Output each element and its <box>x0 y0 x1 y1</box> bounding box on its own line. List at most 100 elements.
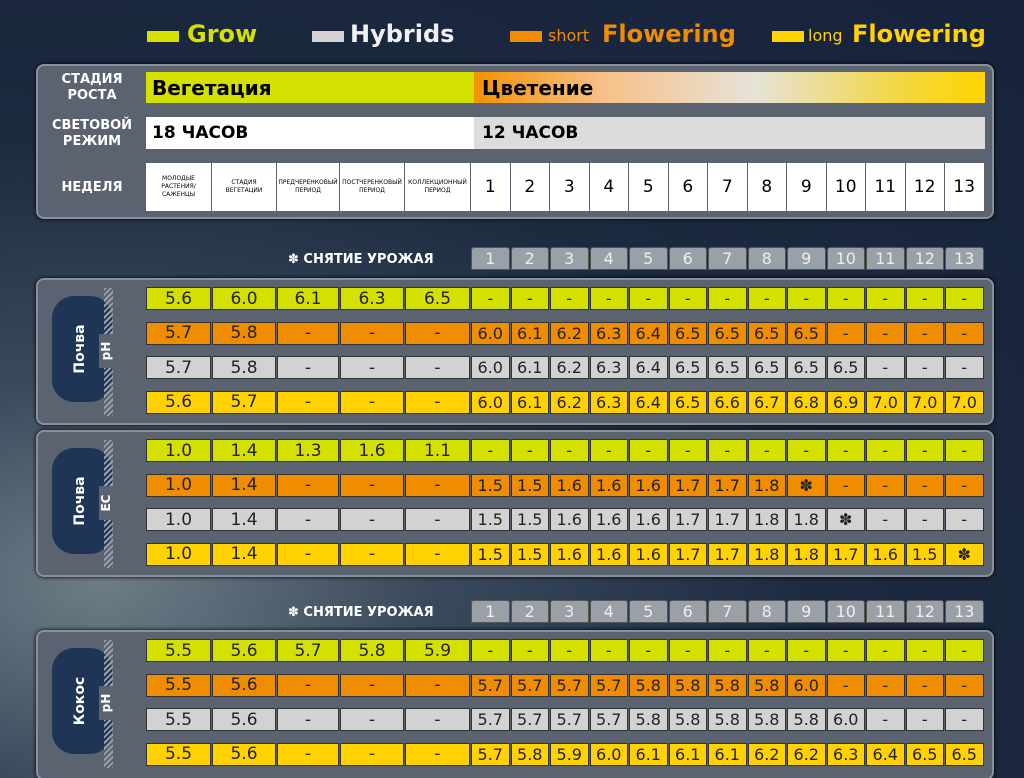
harvest-label: ✽ СНЯТИЕ УРОЖАЯ <box>288 605 434 620</box>
harvest-week: 1 <box>471 600 510 623</box>
value-cell: 1.4 <box>212 473 276 497</box>
value-cell: 6.3 <box>589 321 628 345</box>
value-cell: - <box>340 542 404 566</box>
value-cell: - <box>277 321 339 345</box>
value-cell: - <box>405 508 470 531</box>
value-cell: 5.5 <box>146 673 211 697</box>
value-cell: 6.0 <box>471 321 510 345</box>
value-cell: 6.6 <box>708 390 747 414</box>
harvest-label: ✽ СНЯТИЕ УРОЖАЯ <box>288 252 434 267</box>
value-cell: 1.5 <box>471 508 510 531</box>
value-cell: 6.5 <box>668 390 707 414</box>
value-cell: 6.5 <box>708 321 747 345</box>
week-cell: 11 <box>866 163 905 211</box>
harvest-week: 9 <box>787 600 826 623</box>
legend-label: Grow <box>187 20 258 48</box>
week-cell: 8 <box>747 163 786 211</box>
value-cell: - <box>866 508 905 531</box>
value-cell: ✽ <box>826 508 865 531</box>
value-cell: - <box>905 356 944 379</box>
value-cell: - <box>945 287 984 310</box>
week-cell: 7 <box>708 163 747 211</box>
value-cell: 5.5 <box>146 639 211 662</box>
week-cell: 3 <box>550 163 589 211</box>
value-cell: - <box>405 473 470 497</box>
value-cell: - <box>277 390 339 414</box>
value-cell: 1.6 <box>629 508 668 531</box>
period-cell: ПРЕДЧЕРЕНКОВЫЙ ПЕРИОД <box>277 163 339 211</box>
harvest-week: 4 <box>589 600 628 623</box>
value-cell: - <box>866 321 905 345</box>
value-cell: 5.9 <box>550 742 589 766</box>
light-veg: 18 ЧАСОВ <box>146 117 474 149</box>
value-cell: 5.7 <box>146 356 211 379</box>
value-cell: 6.0 <box>471 390 510 414</box>
value-cell: 1.6 <box>550 473 589 497</box>
value-cell: 6.5 <box>747 356 786 379</box>
value-cell: - <box>826 473 865 497</box>
value-cell: 1.4 <box>212 439 276 462</box>
value-cell: 1.0 <box>146 508 211 531</box>
value-cell: - <box>277 708 339 731</box>
value-cell: - <box>405 356 470 379</box>
value-cell: - <box>471 287 510 310</box>
value-cell: 6.7 <box>747 390 786 414</box>
value-cell: 5.8 <box>340 639 404 662</box>
harvest-week: 7 <box>708 600 747 623</box>
value-cell: 6.5 <box>787 356 826 379</box>
value-cell: 6.0 <box>589 742 628 766</box>
value-cell: - <box>905 321 944 345</box>
medium-label: Почва <box>72 476 88 526</box>
value-cell: - <box>905 673 944 697</box>
value-cell: 1.7 <box>708 473 747 497</box>
value-cell: - <box>945 473 984 497</box>
value-cell: - <box>277 473 339 497</box>
value-cell: 5.5 <box>146 708 211 731</box>
value-cell: 6.5 <box>668 356 707 379</box>
value-cell: 6.4 <box>629 390 668 414</box>
value-cell: - <box>340 508 404 531</box>
value-cell: - <box>787 439 826 462</box>
value-cell: 1.0 <box>146 542 211 566</box>
value-cell: 6.5 <box>826 356 865 379</box>
value-cell: - <box>277 508 339 531</box>
value-cell: 6.2 <box>747 742 786 766</box>
legend-swatch <box>772 31 804 42</box>
value-cell: - <box>277 542 339 566</box>
value-cell: - <box>905 473 944 497</box>
week-cell: 9 <box>787 163 826 211</box>
period-cell: ПОСТЧЕРЕНКОВЫЙ ПЕРИОД <box>340 163 404 211</box>
week-cell: 4 <box>589 163 628 211</box>
value-cell: - <box>945 439 984 462</box>
value-cell: 6.1 <box>668 742 707 766</box>
value-cell: - <box>866 473 905 497</box>
row-label: СВЕТОВОЙ РЕЖИМ <box>51 118 133 149</box>
value-cell: 5.8 <box>212 356 276 379</box>
value-cell: - <box>945 321 984 345</box>
value-cell: 6.1 <box>510 321 549 345</box>
value-cell: - <box>340 321 404 345</box>
value-cell: 5.8 <box>629 673 668 697</box>
value-cell: - <box>945 639 984 662</box>
value-cell: 6.5 <box>668 321 707 345</box>
value-cell: - <box>945 708 984 731</box>
value-cell: 5.5 <box>146 742 211 766</box>
legend-swatch <box>147 31 179 42</box>
value-cell: - <box>340 742 404 766</box>
value-cell: 1.6 <box>629 542 668 566</box>
value-cell: - <box>405 390 470 414</box>
value-cell: 1.6 <box>550 508 589 531</box>
value-cell: 6.5 <box>787 321 826 345</box>
harvest-week: 5 <box>629 600 668 623</box>
value-cell: 5.6 <box>212 708 276 731</box>
harvest-week: 6 <box>668 247 707 270</box>
value-cell: - <box>826 287 865 310</box>
value-cell: - <box>550 639 589 662</box>
value-cell: 1.6 <box>340 439 404 462</box>
value-cell: 1.0 <box>146 439 211 462</box>
medium-label: Кокос <box>72 676 88 726</box>
value-cell: 6.0 <box>787 673 826 697</box>
value-cell: 1.8 <box>787 508 826 531</box>
value-cell: - <box>747 287 786 310</box>
